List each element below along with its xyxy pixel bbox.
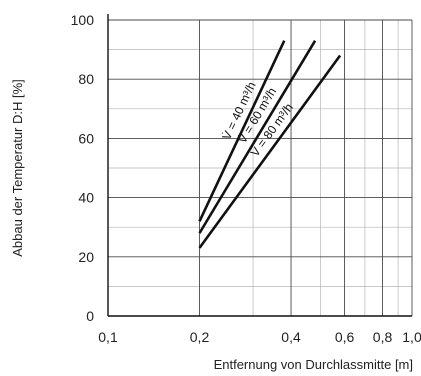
series-line xyxy=(198,54,342,249)
minor-grid xyxy=(108,20,412,316)
major-grid xyxy=(108,19,413,316)
x-tick-label: 0,2 xyxy=(190,329,210,345)
series-lines xyxy=(198,40,342,249)
series-line xyxy=(198,40,317,234)
x-tick-label: 0,8 xyxy=(373,329,393,345)
x-axis-label: Entfernung von Durchlassmitte [m] xyxy=(214,357,413,372)
y-tick-label: 0 xyxy=(86,308,94,324)
x-tick-label: 0,1 xyxy=(98,329,118,345)
y-tick-label: 80 xyxy=(78,71,94,87)
y-tick-label: 100 xyxy=(71,12,95,28)
y-tick-label: 20 xyxy=(78,249,94,265)
x-tick-label: 0,6 xyxy=(335,329,355,345)
x-tick-label: 0,4 xyxy=(281,329,301,345)
y-tick-label: 60 xyxy=(78,130,94,146)
y-tick-label: 40 xyxy=(78,190,94,206)
tick-labels: 0 20 40 60 80 100 0,1 0,2 0,4 0,6 0,8 1,0 xyxy=(71,12,421,345)
x-tick-label: 1,0 xyxy=(402,329,421,345)
series-line xyxy=(198,40,286,222)
axes xyxy=(107,14,412,317)
y-axis-label: Abbau der Temperatur D:H [%] xyxy=(10,79,25,257)
